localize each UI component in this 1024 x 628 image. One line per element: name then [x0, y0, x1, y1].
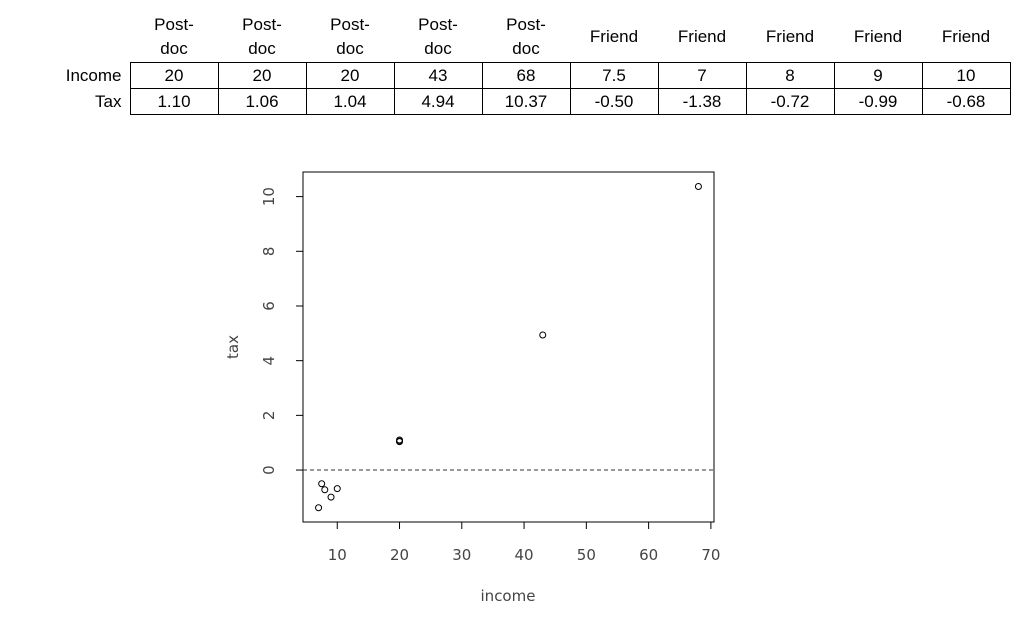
data-points	[315, 182, 702, 512]
table-header-row: Post-doc Post-doc Post-doc Post-doc Post…	[50, 12, 1010, 63]
data-point	[315, 504, 323, 512]
data-point	[539, 331, 547, 339]
table-cell: 68	[481, 62, 571, 89]
table-cell: 10.37	[481, 88, 571, 115]
y-tick-label: 4	[260, 356, 278, 366]
table-row-tax: Tax 1.10 1.06 1.04 4.94 10.37 -0.50 -1.3…	[50, 88, 1011, 115]
column-header: Post-doc	[242, 15, 282, 58]
table-cell: -0.68	[921, 88, 1011, 115]
column-header: Friend	[765, 27, 815, 46]
row-label-income: Income	[65, 65, 122, 85]
table-cell: 7.5	[569, 62, 659, 89]
y-tick-label: 10	[260, 187, 278, 206]
column-header: Post-doc	[154, 15, 194, 58]
x-tick-label: 20	[390, 546, 409, 564]
column-header: Friend	[941, 27, 991, 46]
table-cell: 1.04	[305, 88, 395, 115]
table-row-income: Income 20 20 20 43 68 7.5 7 8 9 10	[50, 62, 1011, 89]
column-header: Friend	[853, 27, 903, 46]
x-tick-label: 70	[701, 546, 720, 564]
y-tick-label: 2	[260, 411, 278, 421]
plot-frame	[302, 171, 715, 523]
column-header: Post-doc	[330, 15, 370, 58]
table-cell: 7	[657, 62, 747, 89]
table-cell: 20	[129, 62, 219, 89]
table-cell: 1.10	[129, 88, 219, 115]
column-header: Friend	[677, 27, 727, 46]
x-tick-label: 30	[452, 546, 471, 564]
axis-ticks: 10 20 30 40 50 60 70 0 2 4 6 8 10	[260, 187, 720, 564]
table-cell: -0.99	[833, 88, 923, 115]
data-point	[694, 182, 702, 190]
row-label-tax: Tax	[95, 91, 122, 111]
y-tick-label: 0	[260, 465, 278, 475]
column-header: Post-doc	[418, 15, 458, 58]
x-axis-label: income	[481, 587, 536, 605]
table-cell: -1.38	[657, 88, 747, 115]
x-tick-label: 60	[639, 546, 658, 564]
data-point	[321, 486, 329, 494]
table-cell: 1.06	[217, 88, 307, 115]
y-axis-label: tax	[224, 335, 242, 359]
data-point	[327, 493, 335, 501]
x-tick-label: 50	[577, 546, 596, 564]
column-header: Friend	[589, 27, 639, 46]
data-point	[318, 480, 326, 488]
column-header: Post-doc	[506, 15, 546, 58]
data-point	[333, 485, 341, 493]
table-cell: 10	[921, 62, 1011, 89]
x-tick-label: 10	[328, 546, 347, 564]
table-cell: 43	[393, 62, 483, 89]
x-tick-label: 40	[515, 546, 534, 564]
data-point	[396, 438, 404, 446]
data-table: Post-doc Post-doc Post-doc Post-doc Post…	[50, 12, 1011, 115]
y-tick-label: 8	[260, 247, 278, 257]
table-cell: 4.94	[393, 88, 483, 115]
y-tick-label: 6	[260, 301, 278, 311]
table-cell: -0.50	[569, 88, 659, 115]
table-cell: -0.72	[745, 88, 835, 115]
